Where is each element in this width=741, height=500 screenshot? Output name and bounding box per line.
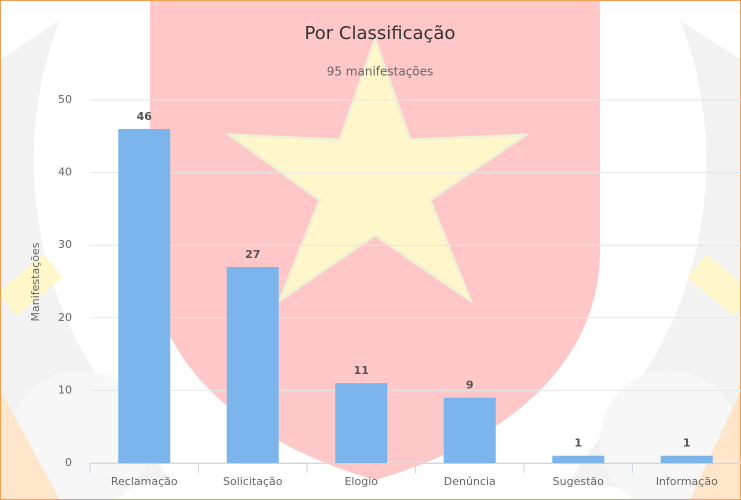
x-tick-label: Sugestão [553, 475, 604, 488]
x-tick-label: Reclamação [111, 475, 178, 488]
x-tick-label: Elogio [344, 475, 378, 488]
y-tick-label: 20 [58, 311, 72, 324]
data-label: 11 [354, 364, 369, 377]
data-label: 1 [683, 437, 691, 450]
chart-title: Por Classificação [305, 23, 456, 44]
data-label: 1 [574, 437, 582, 450]
chart-subtitle: 95 manifestações [327, 65, 434, 79]
bar [226, 266, 279, 463]
bar [118, 129, 171, 464]
bar [552, 455, 605, 463]
y-tick-label: 30 [58, 238, 72, 251]
y-tick-label: 10 [58, 383, 72, 396]
data-label: 46 [137, 110, 153, 123]
y-tick-label: 50 [58, 93, 72, 106]
y-tick-label: 40 [58, 166, 72, 179]
x-tick-label: Denúncia [444, 475, 496, 488]
bar [660, 455, 713, 463]
bar [335, 383, 388, 463]
x-tick-label: Solicitação [223, 475, 283, 488]
data-label: 9 [466, 379, 474, 392]
y-axis-label: Manifestações [29, 242, 42, 321]
bar [443, 397, 496, 463]
x-tick-label: Informação [656, 475, 718, 488]
data-label: 27 [245, 248, 260, 261]
y-tick-label: 0 [65, 456, 72, 469]
